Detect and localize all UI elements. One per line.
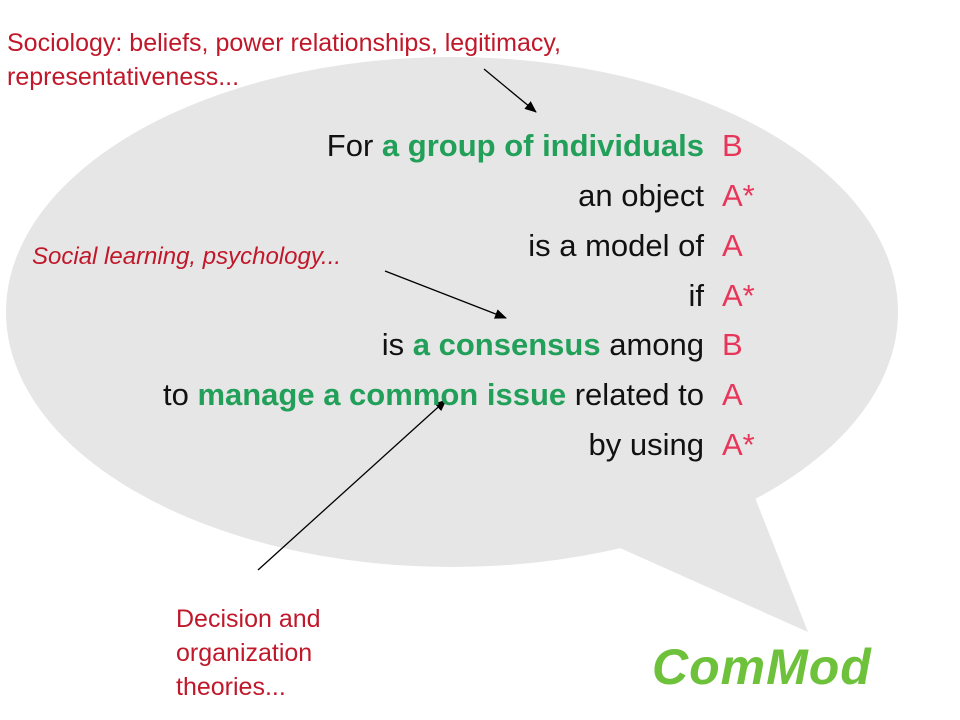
code-line-1: B: [722, 128, 743, 163]
bubble-body: [6, 57, 898, 567]
sentence-line-4: if: [688, 278, 705, 313]
line-1-prefix: For: [326, 128, 382, 163]
arrow-sociology: [483, 68, 537, 113]
annotation-social-learning: Social learning, psychology...: [32, 243, 342, 270]
highlight-common-issue: manage a common issue: [197, 377, 567, 412]
code-line-3: A: [722, 228, 743, 263]
highlight-consensus: a consensus: [412, 327, 601, 362]
sociology-line-2: representativeness...: [7, 63, 240, 91]
sentence-line-1: For a group of individuals: [327, 126, 704, 166]
sentence-line-3: is a model of: [528, 228, 704, 263]
bubble-tail: [620, 490, 808, 632]
sentence-line-2: an object: [578, 178, 704, 213]
decision-line-3: theories...: [176, 673, 286, 701]
code-line-5: B: [722, 327, 743, 362]
line-6-prefix: to: [162, 377, 198, 412]
line-5-prefix: is: [381, 327, 413, 362]
line-5-suffix: among: [600, 327, 704, 362]
decision-line-1: Decision and: [176, 605, 321, 633]
code-line-7: A*: [722, 427, 755, 462]
highlight-group-of-individuals: a group of individuals: [381, 128, 704, 163]
commod-logo-text: ComMod: [652, 639, 872, 695]
code-line-6: A: [722, 377, 743, 412]
sentence-line-5: is a consensus among: [382, 325, 704, 365]
arrow-social: [384, 270, 507, 319]
arrow-decision: [257, 399, 447, 571]
annotation-decision: Decision and organization theories...: [176, 602, 321, 704]
sentence-line-6: to manage a common issue related to: [163, 375, 704, 415]
line-6-suffix: related to: [566, 377, 704, 412]
code-line-4: A*: [722, 278, 755, 313]
sociology-line-1: Sociology: beliefs, power relationships,…: [7, 29, 561, 57]
decision-line-2: organization: [176, 639, 313, 667]
code-line-2: A*: [722, 178, 755, 213]
sentence-line-7: by using: [588, 427, 704, 462]
annotation-sociology: Sociology: beliefs, power relationships,…: [7, 26, 561, 94]
